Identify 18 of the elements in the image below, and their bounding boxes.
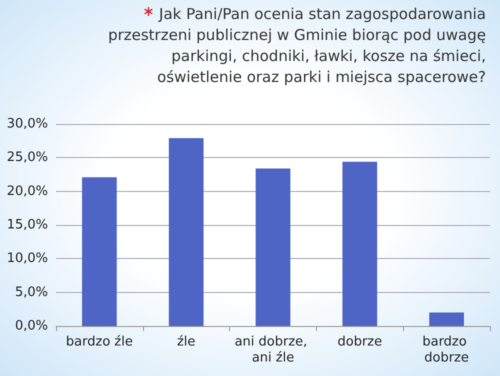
- y-tick-label: 30,0%: [6, 116, 48, 132]
- y-tick-label: 0,0%: [14, 318, 48, 334]
- chart-title: Jak Pani/Pan ocenia stan zagospodarowania przestrzeni publicznej w Gminie biorąc pod uwagę parkingi, chodniki, ławki, kosze na śmieci, oświetlenie oraz parki i miejsca spacerowe?: [108, 5, 486, 86]
- bar: [82, 177, 117, 326]
- x-tick-label: ani dobrze, ani źle: [234, 334, 312, 366]
- x-tick-label: bardzo dobrze: [422, 334, 471, 366]
- bar: [168, 138, 204, 326]
- bar: [342, 162, 378, 326]
- bar: [429, 312, 464, 326]
- bar: [256, 168, 290, 326]
- x-tick-label: źle: [176, 334, 196, 350]
- x-tick-label: dobrze: [337, 334, 382, 350]
- y-tick-label: 15,0%: [6, 218, 48, 232]
- x-tick-label: bardzo źle: [66, 334, 133, 350]
- y-tick-label: 10,0%: [6, 251, 48, 266]
- y-tick-label: 25,0%: [6, 150, 48, 166]
- y-tick-label: 5,0%: [14, 284, 48, 300]
- y-tick-label: 20,0%: [6, 184, 48, 199]
